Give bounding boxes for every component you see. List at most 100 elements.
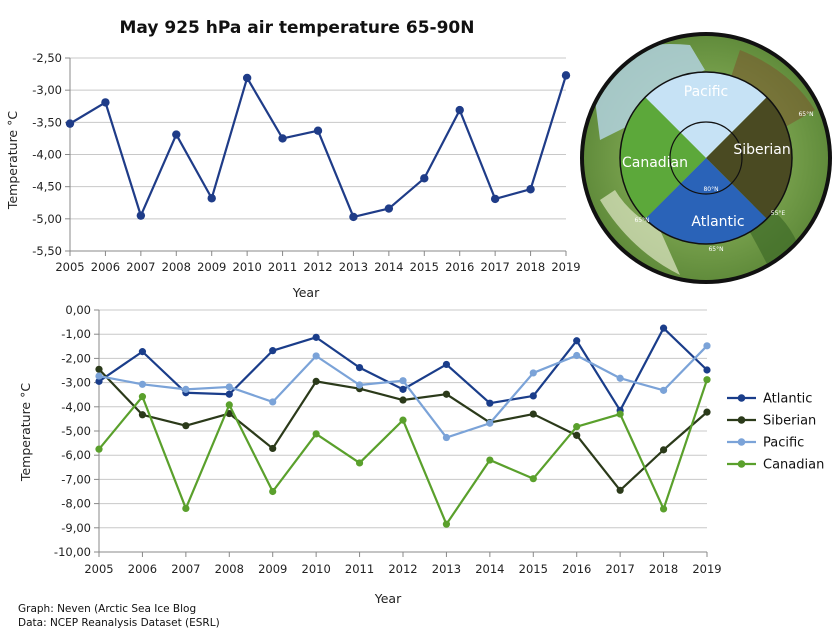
data-point-pacific: [269, 398, 277, 406]
data-point-canadian: [616, 410, 624, 418]
y-tick-label: -9,00: [61, 521, 91, 535]
data-point-siberian: [573, 431, 581, 439]
data-point-atlantic: [138, 348, 147, 356]
y-tick-label: -3,50: [32, 115, 62, 129]
data-point-pacific: [355, 381, 364, 389]
data-point-canadian: [312, 430, 320, 438]
data-point-atlantic: [95, 377, 103, 385]
data-point-65-90n: [420, 174, 429, 183]
data-point-canadian: [138, 393, 147, 401]
y-tick-label: -5,00: [32, 212, 62, 226]
x-tick-label: 2014: [475, 562, 504, 576]
data-point-atlantic: [225, 390, 233, 398]
data-point-atlantic: [355, 363, 364, 372]
data-point-siberian: [616, 486, 624, 494]
x-tick-label: 2013: [432, 562, 461, 576]
data-point-pacific: [486, 419, 494, 427]
top-chart-y-label: Temperature °C: [5, 111, 20, 210]
y-tick-label: -10,00: [54, 545, 91, 559]
bottom-chart-y-ticks: 0,00 -1,00 -2,00 -3,00 -4,00 -5,00 -6,00 -7,00 -…: [54, 303, 91, 559]
x-tick-label: 2015: [410, 260, 439, 274]
data-point-canadian: [355, 459, 364, 467]
data-point-siberian: [182, 422, 190, 430]
data-point-atlantic: [312, 333, 320, 341]
map-sectors: [620, 72, 792, 244]
map-outer-ring: [619, 71, 793, 245]
y-tick-label: -2,00: [61, 351, 91, 365]
x-tick-label: 2005: [84, 562, 113, 576]
credit-data: Data: NCEP Reanalysis Dataset (ESRL): [18, 617, 220, 629]
map-latitude-label: 80°N: [703, 186, 718, 193]
data-point-pacific: [312, 352, 320, 360]
x-tick-label: 2013: [339, 260, 368, 274]
sector-siberian: [706, 72, 792, 244]
map-latitude-label: 65°N: [708, 246, 723, 253]
data-point-siberian: [399, 396, 407, 404]
x-tick-label: 2018: [649, 562, 678, 576]
x-tick-label: 2012: [303, 260, 332, 274]
credit-graph: Graph: Neven (Arctic Sea Ice Blog: [18, 603, 196, 615]
map-latitude-label: 65°N: [798, 111, 813, 118]
bottom-chart-x-ticks: 2005 2006 2007 2008 2009 2010 2011 2012 2013 2014…: [84, 552, 722, 576]
legend-swatch-marker: [737, 460, 746, 468]
x-tick-label: 2012: [388, 562, 417, 576]
data-point-65-90n: [349, 212, 358, 222]
x-tick-label: 2010: [233, 260, 262, 274]
x-tick-label: 2011: [345, 562, 374, 576]
x-tick-label: 2019: [551, 260, 580, 274]
y-tick-label: -3,00: [61, 376, 91, 390]
data-point-65-90n: [65, 119, 75, 128]
data-point-65-90n: [172, 130, 181, 139]
data-point-canadian: [399, 416, 407, 424]
bottom-chart-y-label: Temperature °C: [18, 383, 33, 482]
data-point-atlantic: [269, 347, 277, 355]
legend-label-siberian: Siberian: [763, 414, 816, 429]
data-point-65-90n: [207, 194, 216, 203]
data-point-65-90n: [526, 185, 535, 194]
data-point-65-90n: [278, 134, 287, 143]
data-point-65-90n: [313, 126, 323, 135]
data-point-pacific: [703, 342, 711, 350]
data-point-siberian: [95, 365, 103, 373]
x-tick-label: 2014: [374, 260, 403, 274]
data-point-siberian: [529, 410, 537, 418]
data-point-canadian: [529, 475, 537, 483]
x-tick-label: 2009: [258, 562, 287, 576]
data-point-pacific: [573, 351, 581, 360]
data-point-65-90n: [490, 194, 500, 204]
y-tick-label: -1,00: [61, 327, 91, 341]
x-tick-label: 2008: [215, 562, 244, 576]
x-tick-label: 2006: [128, 562, 157, 576]
top-line-chart: May 925 hPa air temperature 65-90N -2,50…: [5, 18, 581, 300]
x-tick-label: 2018: [516, 260, 545, 274]
data-point-65-90n: [455, 105, 464, 115]
data-point-canadian: [95, 445, 103, 453]
data-point-pacific: [182, 385, 190, 393]
x-tick-label: 2016: [445, 260, 474, 274]
data-point-65-90n: [561, 71, 571, 80]
x-tick-label: 2007: [171, 562, 200, 576]
x-tick-label: 2008: [162, 260, 191, 274]
y-tick-label: -5,50: [32, 244, 62, 258]
data-point-canadian: [269, 487, 277, 496]
legend-label-canadian: Canadian: [763, 458, 824, 473]
data-point-65-90n: [242, 73, 252, 83]
data-point-pacific: [95, 372, 103, 380]
legend-swatch-marker: [737, 416, 746, 424]
data-point-atlantic: [659, 324, 668, 332]
data-point-65-90n: [384, 204, 394, 213]
y-tick-label: -8,00: [61, 497, 91, 511]
data-point-canadian: [659, 505, 668, 513]
data-point-pacific: [659, 386, 668, 394]
legend-swatch-marker: [737, 438, 746, 446]
x-tick-label: 2010: [302, 562, 331, 576]
y-tick-label: -6,00: [61, 448, 91, 462]
sector-pacific: [620, 72, 792, 158]
bottom-chart-legend: Atlantic Siberian Pacific Canadian: [727, 392, 824, 473]
legend-label-atlantic: Atlantic: [763, 392, 812, 407]
y-tick-label: -4,50: [32, 180, 62, 194]
data-point-atlantic: [573, 337, 581, 345]
legend-swatch-marker: [737, 394, 746, 402]
y-tick-label: -4,00: [61, 400, 91, 414]
